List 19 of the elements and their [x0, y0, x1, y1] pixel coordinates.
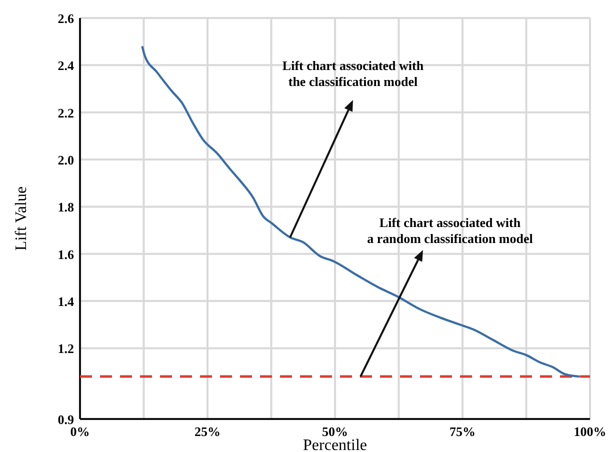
y-tick-label: 0.9: [58, 412, 74, 427]
y-tick-label: 1.8: [58, 200, 74, 215]
y-tick-label: 2.0: [58, 152, 74, 168]
y-tick-label: 2.2: [58, 105, 74, 120]
x-tick-label: 50%: [322, 424, 348, 439]
x-tick-label: 0%: [70, 424, 90, 439]
line-series: [141, 45, 581, 378]
x-tick-label: 25%: [194, 424, 220, 439]
annotation: Lift chart associated with a random classification model: [367, 215, 534, 246]
y-tick-label: 1.4: [58, 294, 74, 310]
y-tick-label: 2.4: [58, 58, 74, 74]
y-axis-title: Lift Value: [13, 186, 30, 251]
y-tick-label: 1.2: [58, 341, 74, 356]
x-tick-label: 75%: [450, 424, 476, 439]
x-tick-label: 100%: [574, 424, 606, 439]
y-tick-label: 2.6: [58, 11, 74, 26]
x-axis-title: Percentile: [303, 437, 367, 452]
annotation: Lift chart associated with the classification model: [282, 58, 424, 89]
y-tick-label: 1.6: [58, 246, 74, 262]
